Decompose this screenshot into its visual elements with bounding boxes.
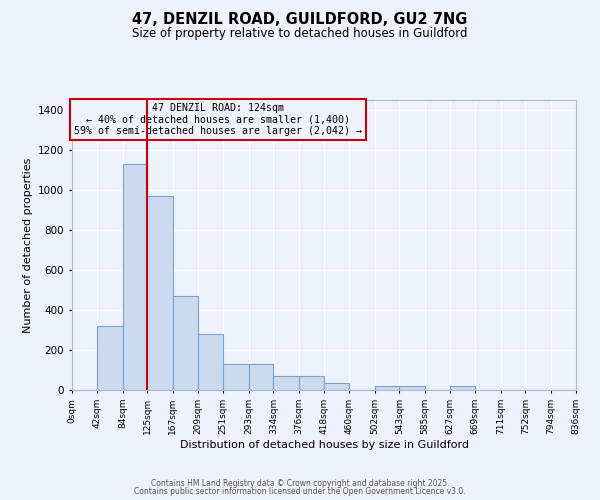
Bar (148, 196, 173, 390)
Text: Size of property relative to detached houses in Guildford: Size of property relative to detached ho… (132, 28, 468, 40)
Bar (122, 164, 148, 390)
Bar (248, 364, 274, 390)
Bar (274, 376, 299, 390)
Bar (173, 296, 198, 390)
X-axis label: Distribution of detached houses by size in Guildford: Distribution of detached houses by size … (179, 440, 469, 450)
Bar (97, 326, 122, 390)
Bar (450, 386, 475, 390)
Text: Contains HM Land Registry data © Crown copyright and database right 2025.: Contains HM Land Registry data © Crown c… (151, 478, 449, 488)
Bar (223, 364, 248, 390)
Y-axis label: Number of detached properties: Number of detached properties (23, 158, 32, 332)
Bar (400, 386, 425, 390)
Bar (324, 383, 349, 390)
Bar (299, 376, 324, 390)
Bar (374, 386, 400, 390)
Text: 47, DENZIL ROAD, GUILDFORD, GU2 7NG: 47, DENZIL ROAD, GUILDFORD, GU2 7NG (133, 12, 467, 28)
Text: 47 DENZIL ROAD: 124sqm
← 40% of detached houses are smaller (1,400)
59% of semi-: 47 DENZIL ROAD: 124sqm ← 40% of detached… (74, 103, 362, 136)
Bar (198, 334, 223, 390)
Text: Contains public sector information licensed under the Open Government Licence v3: Contains public sector information licen… (134, 487, 466, 496)
